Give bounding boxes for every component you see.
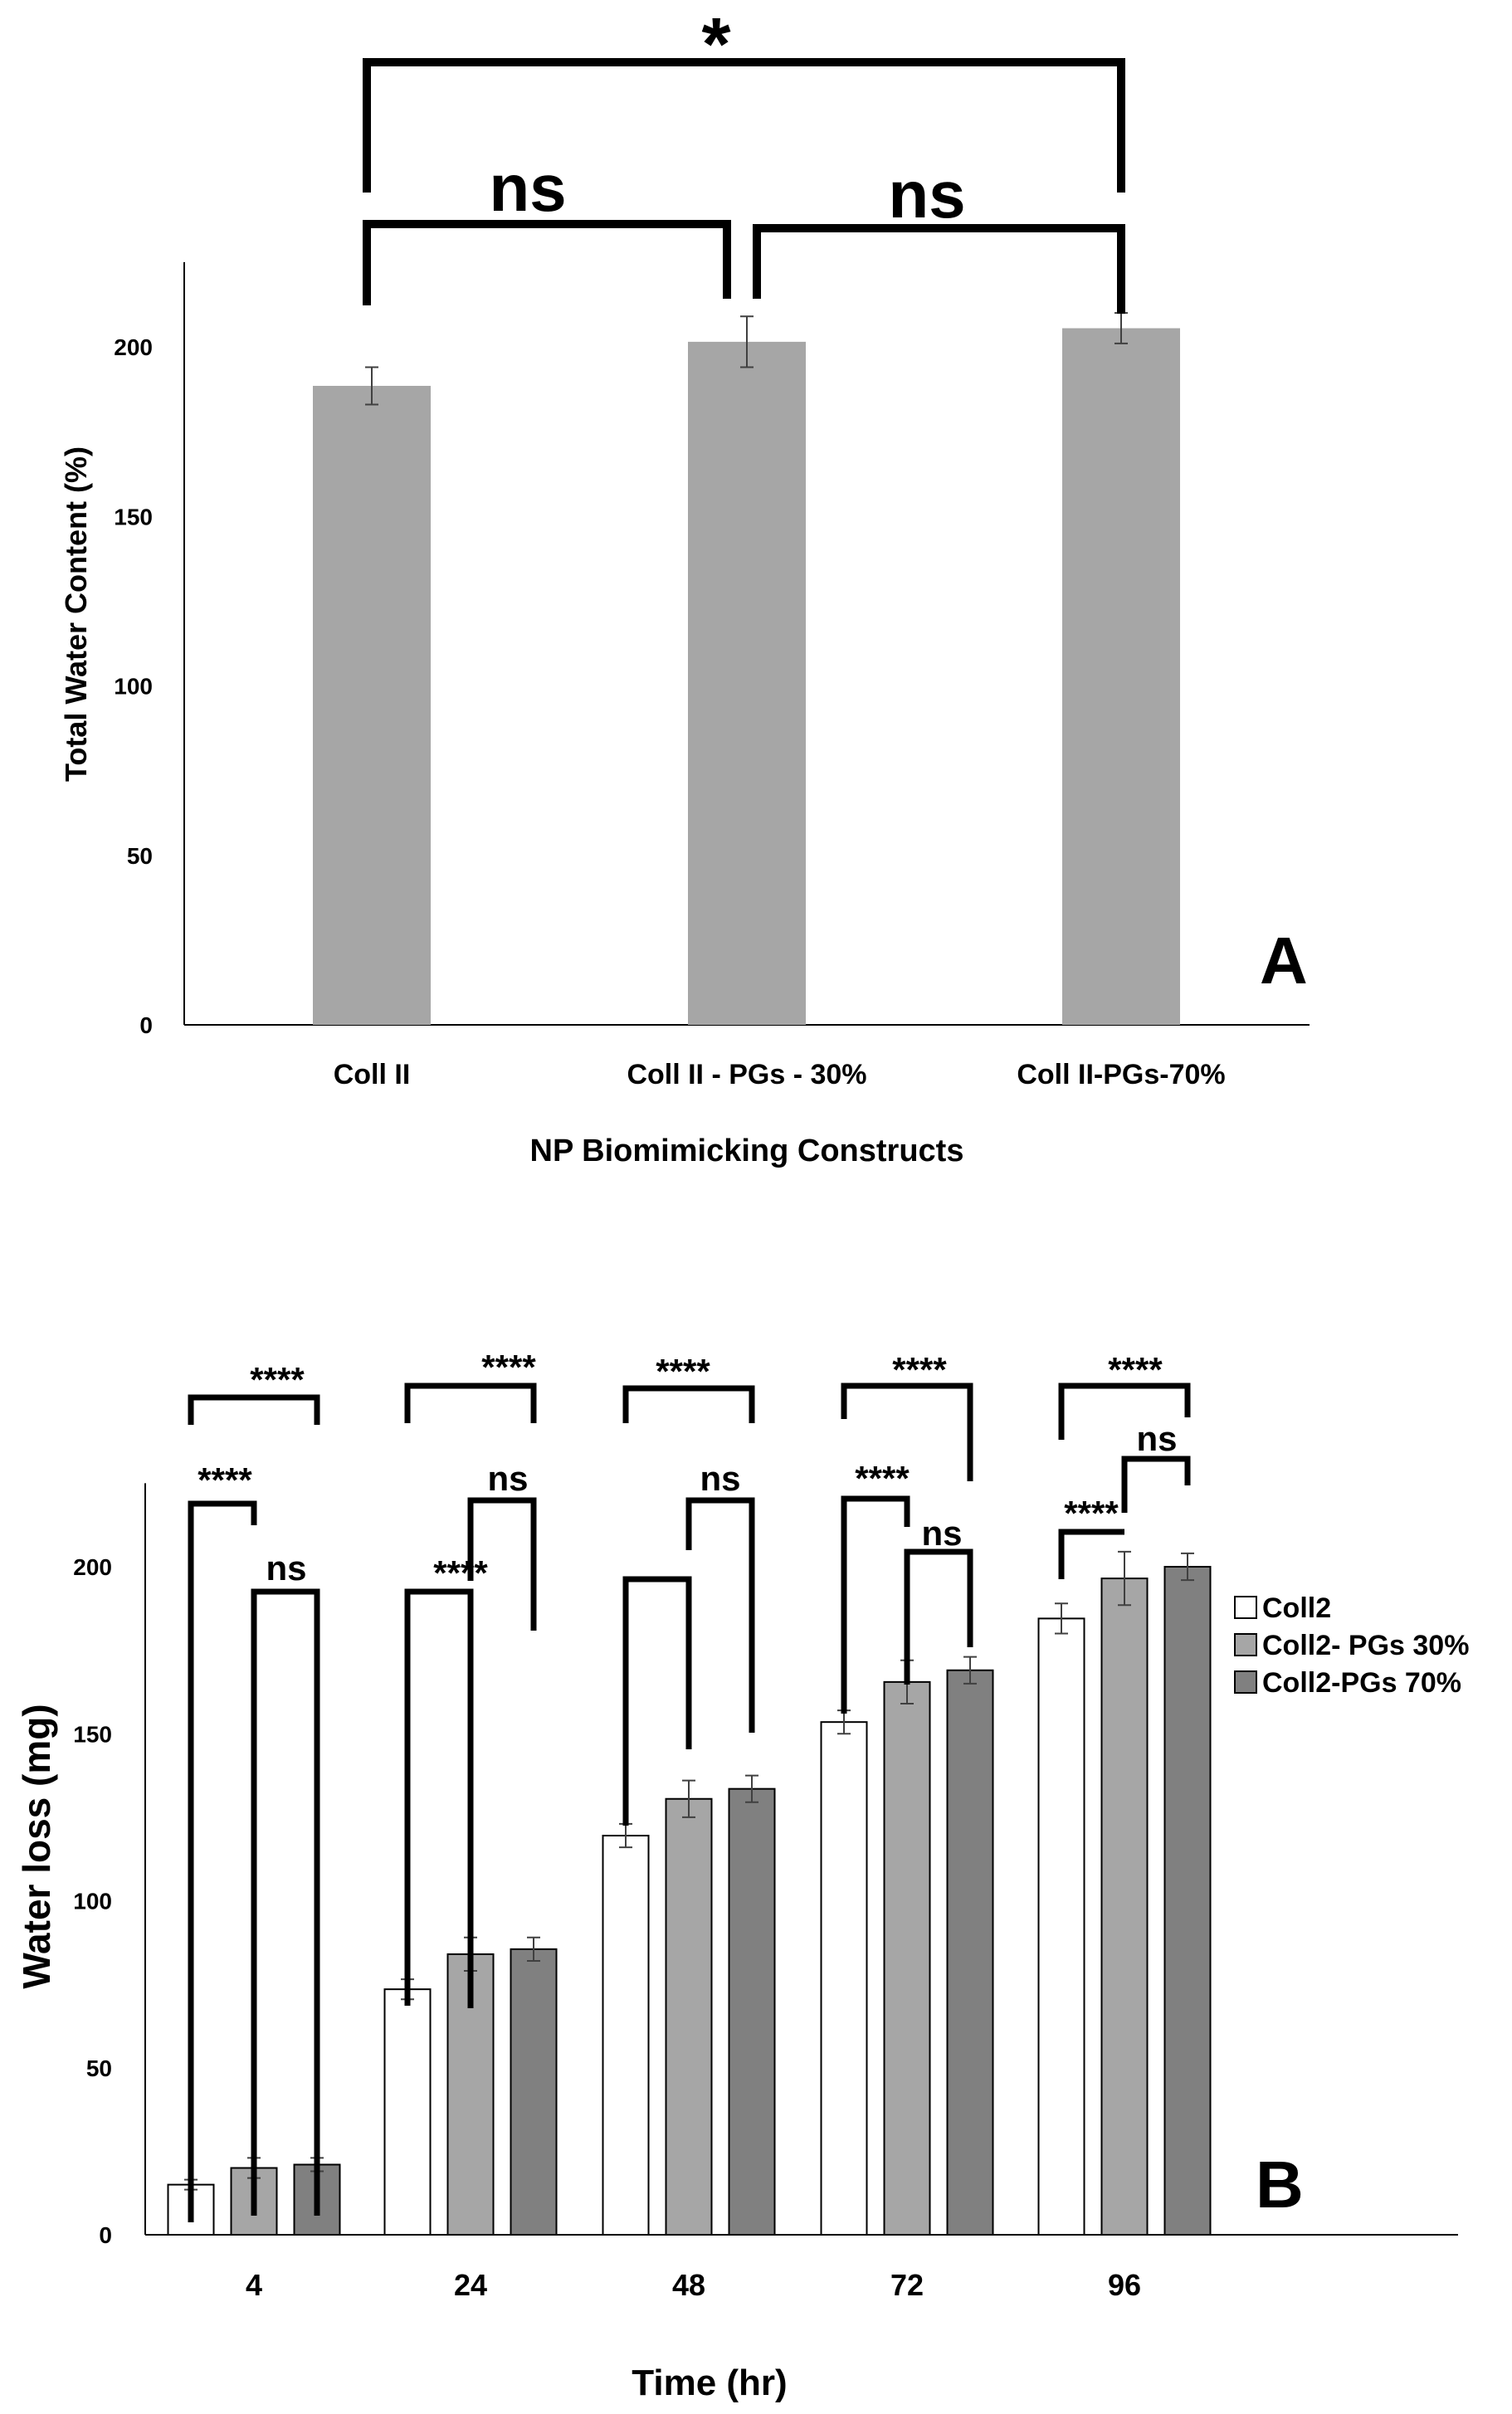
significance-label: * [701,3,730,86]
bar [383,1988,432,2236]
legend-entry: Coll2-PGs 70% [1234,1667,1461,1699]
bar [1100,1578,1149,2236]
bar [1163,1566,1212,2236]
bar [602,1835,650,2236]
y-tick-label: 50 [86,2056,112,2081]
error-bar [745,1774,758,1803]
significance-bracket [188,1500,257,2222]
legend-swatch [1234,1670,1257,1694]
y-tick-label: 150 [114,504,153,529]
x-tick-label: 4 [246,2268,262,2302]
x-tick-label: 96 [1108,2268,1141,2302]
significance-bracket [1121,1456,1191,1513]
y-tick-label: 50 [127,843,153,869]
x-tick-label: Coll II-PGs-70% [1017,1059,1225,1090]
significance-bracket [685,1497,755,1733]
significance-label: **** [481,1348,536,1387]
significance-bracket [1058,1383,1191,1440]
panel-a-water-content-chart: 0 50 100 150 200 Coll II Coll II - PGs - 30% Co… [59,3,1310,1168]
significance-label: **** [1064,1494,1119,1533]
x-tick-label: Coll II - PGs - 30% [627,1059,866,1090]
x-tick-label: 48 [672,2268,705,2302]
error-bar [527,1936,540,1962]
y-tick-label: 150 [73,1721,112,1747]
significance-bracket [251,1588,320,2216]
y-tick-label: 200 [73,1554,112,1580]
significance-label: **** [433,1553,488,1592]
significance-label: ns [1136,1419,1177,1458]
error-bar [1181,1552,1194,1582]
significance-label: **** [656,1352,710,1391]
significance-bracket [904,1548,973,1685]
error-bar [365,366,378,406]
significance-bracket [363,58,1125,193]
significance-label: **** [1108,1350,1163,1389]
significance-bracket [841,1383,973,1481]
significance-label: **** [892,1350,947,1389]
significance-bracket [841,1495,910,1714]
x-tick-label: Coll II [334,1059,411,1090]
bar [688,341,806,1025]
bar [883,1680,931,2236]
bar [665,1797,713,2236]
panel-b-water-loss-chart: 0 50 100 150 200 4 24 48 72 96 Time (hr) Water loss… [15,1348,1469,2403]
error-bar [740,315,754,368]
significance-bracket [622,1576,692,1826]
x-axis-title: NP Biomimicking Constructs [530,1134,964,1168]
y-tick-label: 0 [139,1012,153,1038]
significance-bracket [467,1497,537,1631]
significance-label: ns [266,1548,306,1587]
legend-swatch [1234,1633,1257,1656]
panel-label-b: B [1256,2148,1304,2221]
significance-label: **** [855,1459,910,1498]
y-tick-label: 100 [114,674,153,700]
legend-label: Coll2- PGs 30% [1262,1630,1469,1661]
significance-bracket [363,220,731,305]
legend-swatch [1234,1596,1257,1619]
significance-bracket [622,1385,755,1423]
bar [728,1787,776,2236]
y-axis-title: Water loss (mg) [15,1704,58,1988]
significance-label: ns [700,1459,740,1498]
y-axis-title: Total Water Content (%) [59,446,93,782]
significance-bracket [404,1588,474,2008]
x-axis-title: Time (hr) [632,2363,787,2403]
significance-label: ns [921,1514,962,1553]
significance-label: **** [250,1360,305,1399]
significance-bracket [404,1383,537,1423]
y-tick-label: 200 [114,334,153,360]
legend-label: Coll2-PGs 70% [1262,1667,1461,1699]
legend-entry: Coll2 [1234,1592,1331,1624]
bar [1037,1617,1085,2236]
significance-label: ns [487,1459,528,1498]
significance-bracket [188,1394,320,1425]
error-bar [963,1656,977,1685]
significance-label: ns [489,151,566,225]
error-bar [682,1779,695,1818]
x-tick-label: 24 [454,2268,487,2302]
panel-label-a: A [1260,924,1308,997]
significance-label: ns [888,158,965,232]
bar [820,1721,868,2236]
significance-bracket [753,224,1125,314]
bar [313,385,431,1025]
bar [510,1948,558,2236]
error-bar [1055,1602,1068,1635]
legend-label: Coll2 [1262,1592,1331,1624]
significance-label: **** [198,1461,252,1500]
error-bar [1118,1550,1131,1607]
legend-entry: Coll2- PGs 30% [1234,1630,1469,1661]
y-tick-label: 100 [73,1889,112,1914]
y-tick-label: 0 [99,2222,112,2248]
bar [946,1669,994,2236]
x-tick-label: 72 [890,2268,924,2302]
bar [1062,328,1180,1026]
significance-bracket [1058,1529,1124,1579]
